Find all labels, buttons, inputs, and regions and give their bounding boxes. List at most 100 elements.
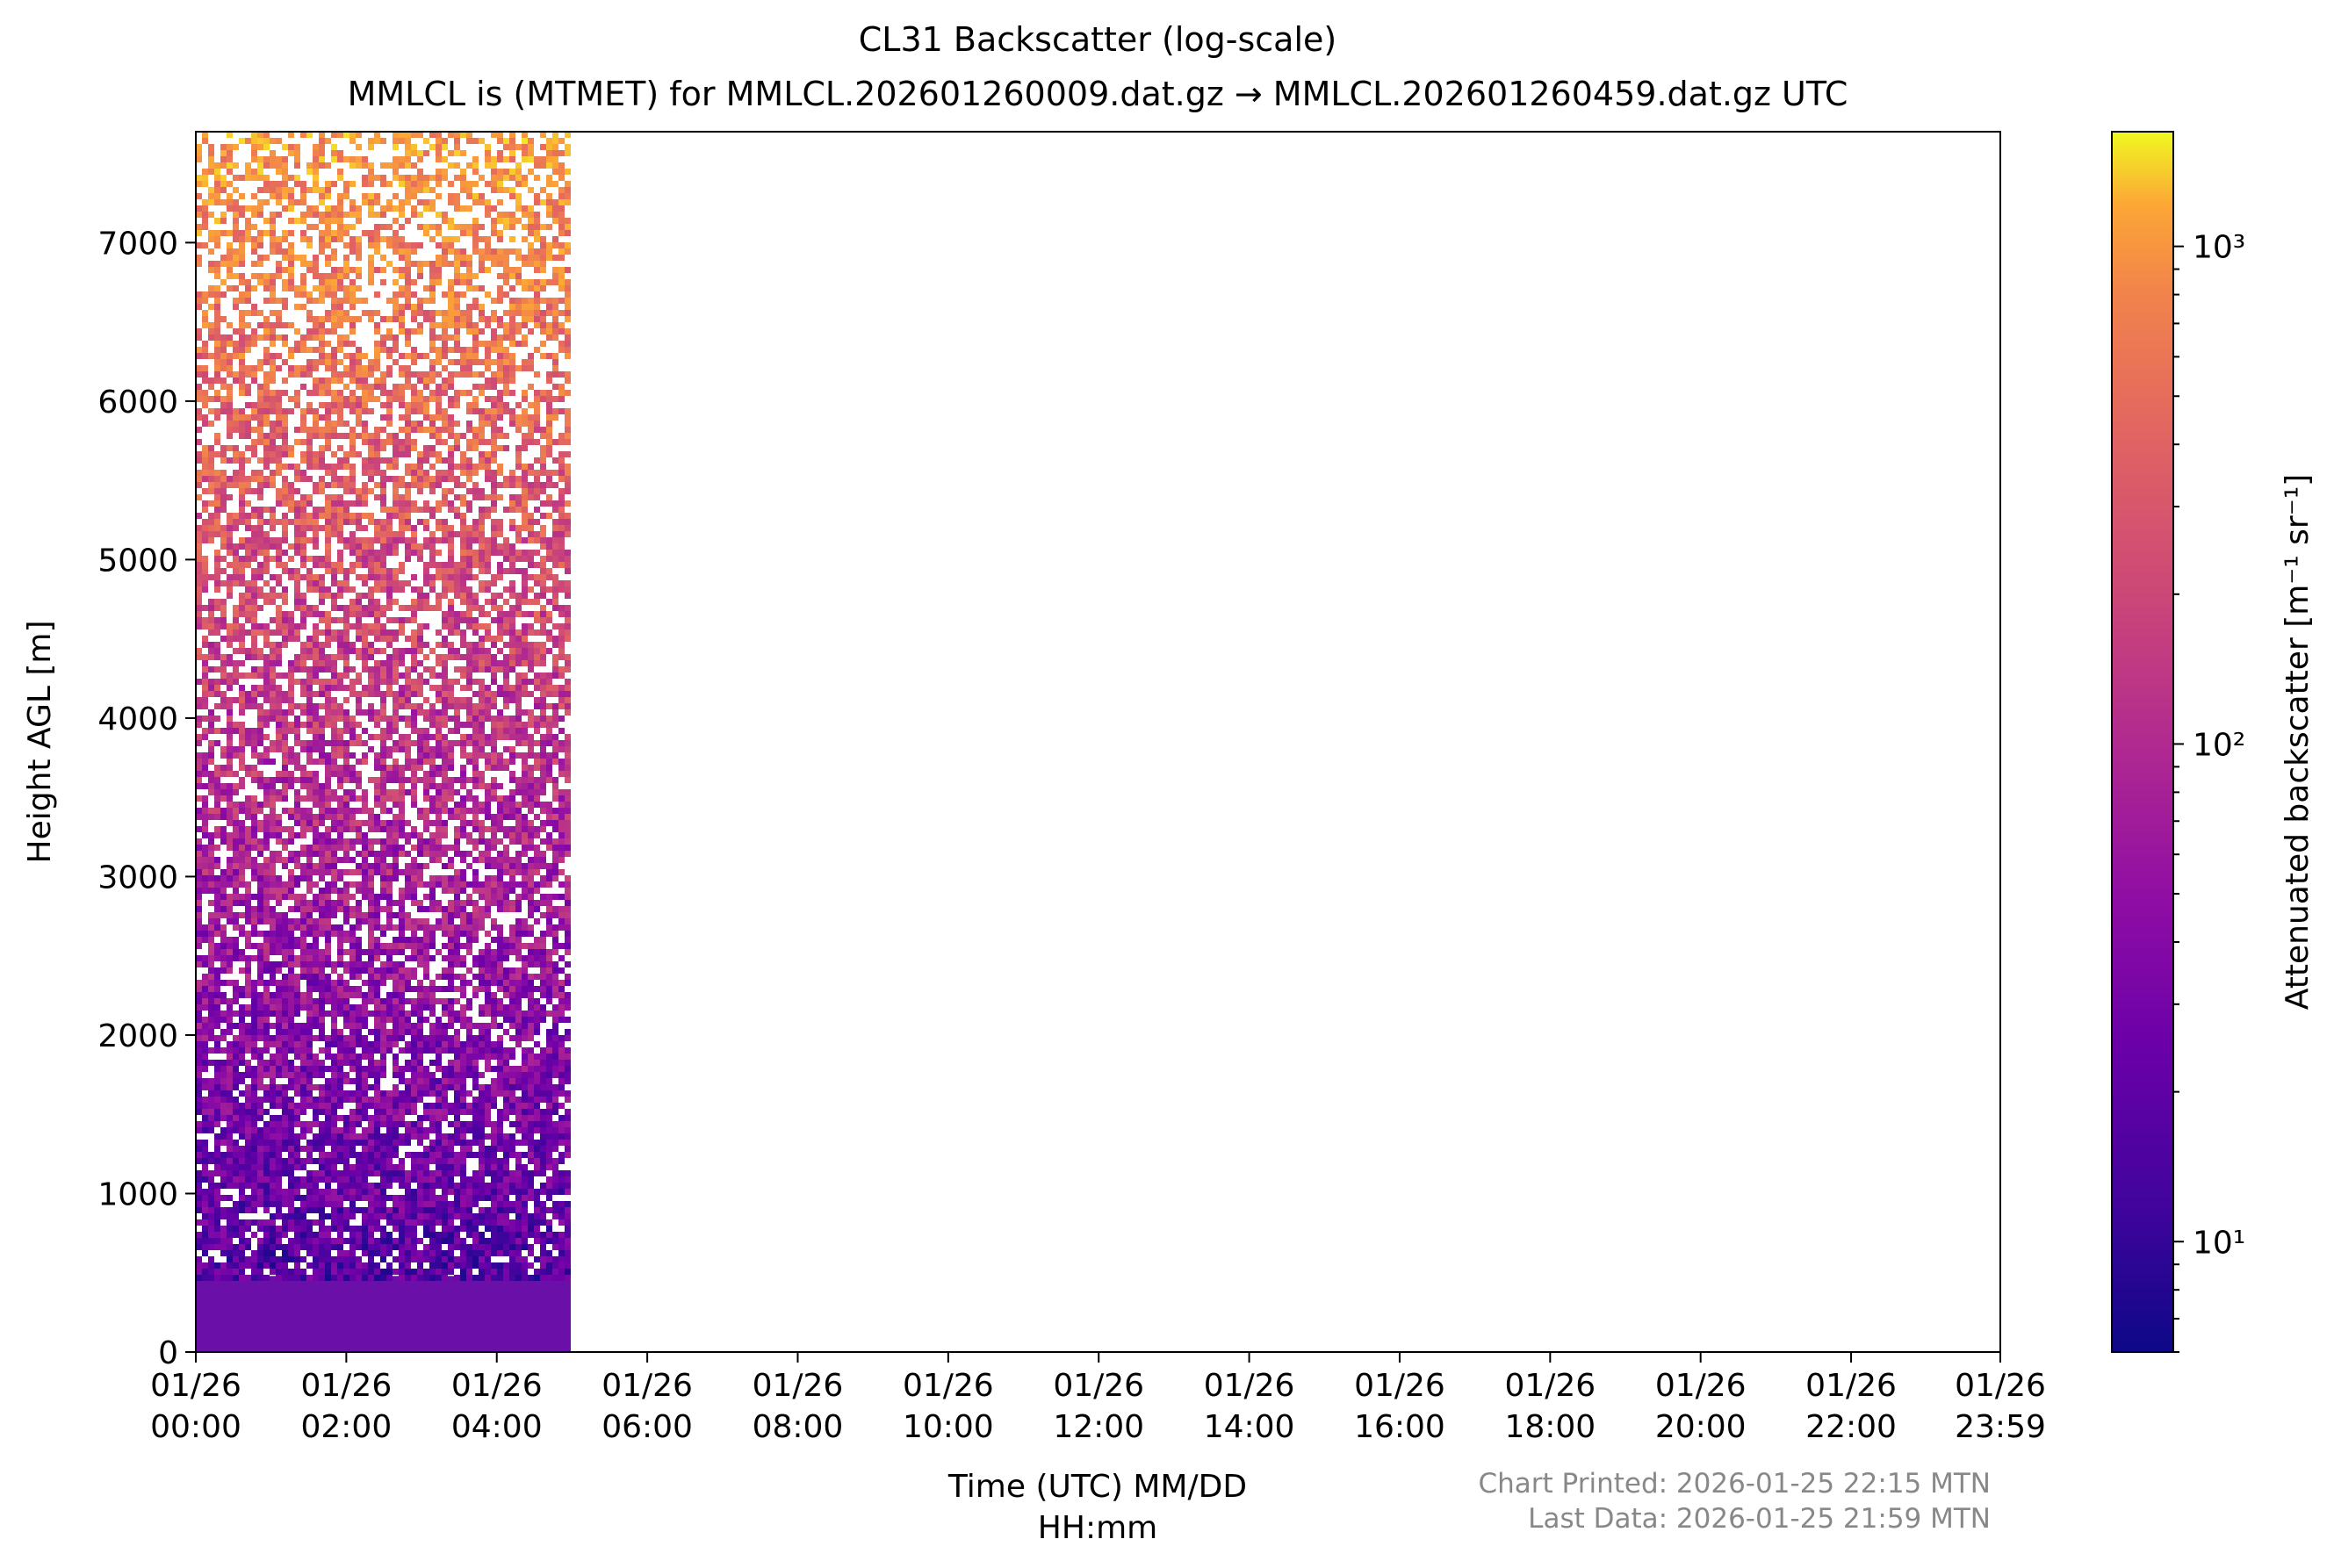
backscatter-cell xyxy=(257,494,263,500)
backscatter-cell xyxy=(429,341,436,347)
backscatter-cell xyxy=(436,574,442,580)
backscatter-cell xyxy=(214,525,220,531)
backscatter-cell xyxy=(220,175,227,181)
backscatter-cell xyxy=(472,617,479,623)
backscatter-cell xyxy=(448,433,454,439)
backscatter-cell xyxy=(515,525,522,531)
backscatter-cell xyxy=(196,457,202,464)
backscatter-cell xyxy=(270,586,276,593)
backscatter-cell xyxy=(227,353,233,359)
backscatter-cell xyxy=(263,550,270,556)
backscatter-cell xyxy=(306,169,313,175)
backscatter-cell xyxy=(460,802,466,808)
backscatter-cell xyxy=(417,464,423,470)
backscatter-cell xyxy=(349,881,356,888)
backscatter-cell xyxy=(497,722,503,728)
backscatter-cell xyxy=(282,525,288,531)
backscatter-cell xyxy=(325,255,331,261)
backscatter-cell xyxy=(319,716,325,722)
backscatter-cell xyxy=(220,599,227,605)
backscatter-cell xyxy=(534,703,540,709)
backscatter-cell xyxy=(208,285,214,291)
backscatter-cell xyxy=(300,543,306,550)
backscatter-cell xyxy=(466,273,472,279)
backscatter-cell xyxy=(337,279,343,285)
backscatter-cell xyxy=(466,402,472,408)
backscatter-cell xyxy=(522,525,528,531)
backscatter-cell xyxy=(214,414,220,421)
backscatter-cell xyxy=(300,722,306,728)
backscatter-cell xyxy=(257,543,263,550)
backscatter-cell xyxy=(263,445,270,451)
backscatter-cell xyxy=(233,328,239,334)
backscatter-cell xyxy=(263,869,270,875)
backscatter-cell xyxy=(436,525,442,531)
backscatter-cell xyxy=(300,820,306,826)
backscatter-cell xyxy=(442,752,448,759)
backscatter-cell xyxy=(368,144,374,150)
backscatter-cell xyxy=(423,187,429,193)
backscatter-cell xyxy=(417,685,423,691)
backscatter-cell xyxy=(522,507,528,513)
backscatter-cell xyxy=(374,685,380,691)
backscatter-cell xyxy=(282,181,288,187)
backscatter-cell xyxy=(528,654,534,660)
backscatter-cell xyxy=(405,869,411,875)
backscatter-cell xyxy=(288,175,294,181)
backscatter-cell xyxy=(257,402,263,408)
backscatter-cell xyxy=(393,156,399,162)
backscatter-cell xyxy=(515,814,522,820)
backscatter-cell xyxy=(448,543,454,550)
backscatter-cell xyxy=(423,574,429,580)
backscatter-cell xyxy=(306,574,313,580)
backscatter-cell xyxy=(300,273,306,279)
backscatter-cell xyxy=(196,476,202,482)
backscatter-cell xyxy=(386,826,393,832)
backscatter-cell xyxy=(331,808,337,814)
backscatter-cell xyxy=(208,685,214,691)
backscatter-cell xyxy=(362,593,368,599)
backscatter-cell xyxy=(208,169,214,175)
backscatter-cell xyxy=(491,875,497,881)
backscatter-cell xyxy=(380,390,386,396)
backscatter-cell xyxy=(239,599,245,605)
backscatter-cell xyxy=(362,845,368,851)
backscatter-cell xyxy=(331,310,337,316)
backscatter-cell xyxy=(546,869,552,875)
backscatter-cell xyxy=(454,322,460,328)
backscatter-cell xyxy=(263,144,270,150)
backscatter-cell xyxy=(276,795,282,802)
backscatter-cell xyxy=(362,537,368,543)
backscatter-cell xyxy=(313,519,319,525)
backscatter-cell xyxy=(276,470,282,476)
backscatter-cell xyxy=(294,470,300,476)
backscatter-cell xyxy=(411,685,417,691)
backscatter-cell xyxy=(436,500,442,507)
backscatter-cell xyxy=(448,568,454,574)
backscatter-cell xyxy=(233,519,239,525)
backscatter-cell xyxy=(288,697,294,703)
backscatter-cell xyxy=(313,580,319,586)
backscatter-cell xyxy=(294,636,300,642)
backscatter-cell xyxy=(411,636,417,642)
backscatter-cell xyxy=(282,716,288,722)
backscatter-cell xyxy=(214,679,220,685)
backscatter-cell xyxy=(448,224,454,230)
backscatter-cell xyxy=(282,334,288,341)
backscatter-cell xyxy=(546,279,552,285)
backscatter-cell xyxy=(503,814,509,820)
backscatter-cell xyxy=(509,685,515,691)
backscatter-cell xyxy=(356,255,362,261)
backscatter-cell xyxy=(466,537,472,543)
backscatter-cell xyxy=(356,636,362,642)
backscatter-cell xyxy=(429,875,436,881)
backscatter-cell xyxy=(343,716,349,722)
backscatter-cell xyxy=(331,328,337,334)
backscatter-cell xyxy=(393,205,399,212)
backscatter-cell xyxy=(485,396,491,402)
backscatter-cell xyxy=(503,623,509,629)
backscatter-cell xyxy=(497,464,503,470)
backscatter-cell xyxy=(466,543,472,550)
backscatter-cell xyxy=(522,777,528,783)
backscatter-cell xyxy=(405,378,411,384)
